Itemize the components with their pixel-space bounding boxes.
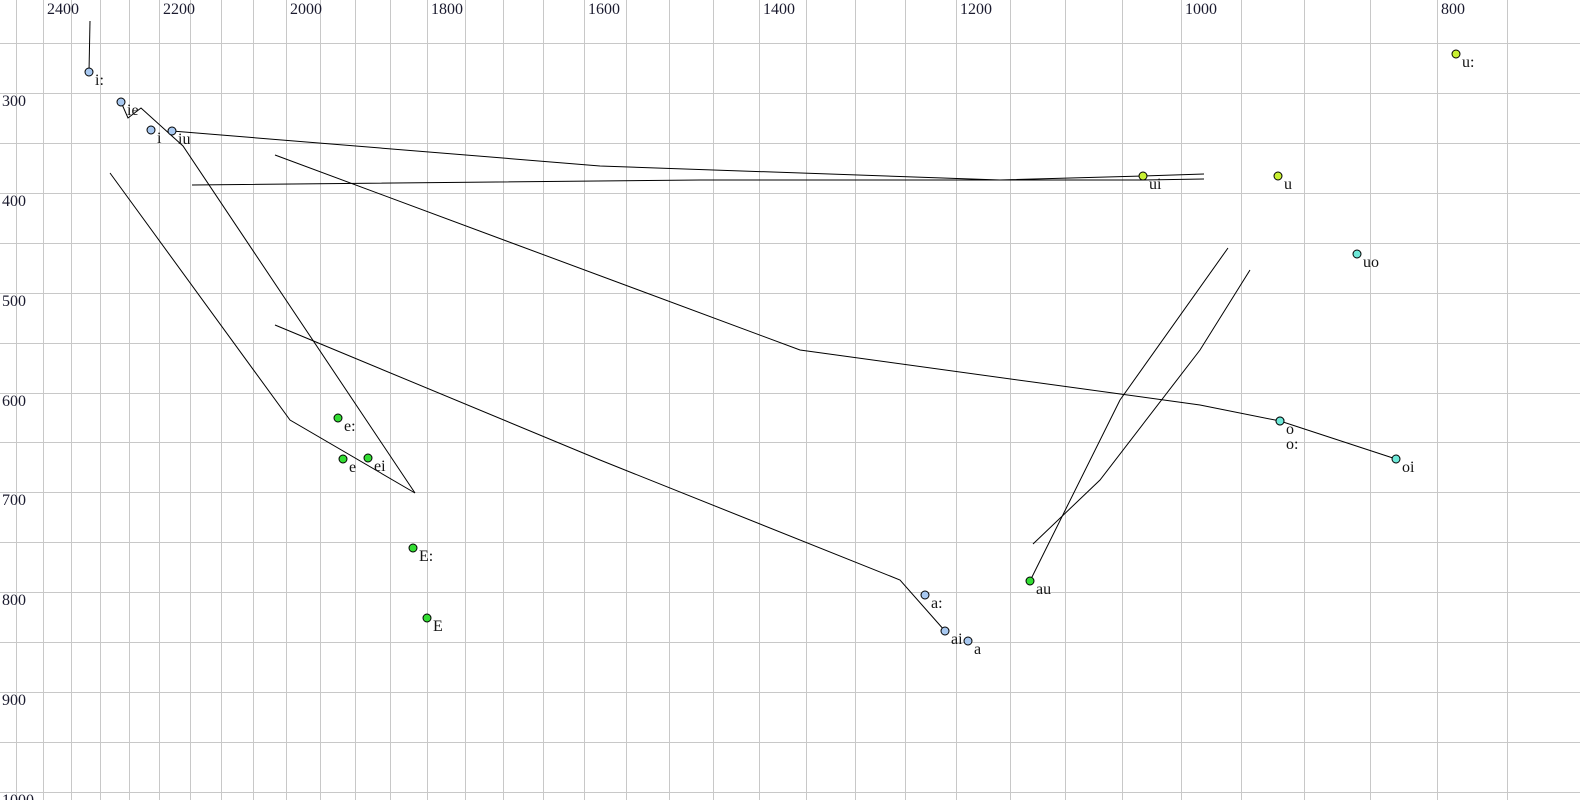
vowel-label: iu (178, 131, 191, 148)
vowel-label: i (157, 130, 162, 147)
y-axis-tick-label: 1000 (2, 792, 34, 800)
vowel-point-front-unrounded[interactable] (963, 636, 973, 646)
vowel-label: ie (127, 102, 139, 119)
grid-line-horizontal (0, 692, 1580, 693)
vowel-label: o: (1286, 436, 1299, 453)
vowel-point-back-diphthong[interactable] (1275, 416, 1285, 426)
grid-line-vertical (1507, 0, 1508, 800)
vowel-label: E (433, 618, 443, 635)
vowel-label: a: (931, 595, 943, 612)
x-axis-tick-label: 1000 (1185, 1, 1217, 18)
x-axis-tick-label: 1600 (588, 1, 620, 18)
y-axis-tick-label: 900 (2, 692, 26, 709)
vowel-point-back-diphthong[interactable] (1352, 249, 1362, 259)
vowel-point-mid-front[interactable] (408, 543, 418, 553)
vowel-point-mid-front[interactable] (363, 453, 373, 463)
vowel-label: a (974, 641, 982, 658)
x-axis-tick-label: 2200 (163, 1, 195, 18)
vowel-point-front-unrounded[interactable] (84, 67, 94, 77)
x-axis-tick-label: 2000 (290, 1, 322, 18)
grid-line-horizontal (0, 742, 1580, 743)
vowel-label: au (1036, 581, 1052, 598)
grid-line-horizontal (0, 642, 1580, 643)
y-axis-tick-label: 400 (2, 193, 26, 210)
y-axis-tick-label: 600 (2, 393, 26, 410)
vowel-label: uo (1363, 254, 1379, 271)
vowel-label: ui (1149, 176, 1162, 193)
vowel-point-back-rounded[interactable] (1451, 49, 1461, 59)
grid-line-vertical (1437, 0, 1438, 800)
vowel-point-mid-front[interactable] (422, 613, 432, 623)
y-axis-tick-label: 300 (2, 93, 26, 110)
vowel-label: e: (344, 418, 356, 435)
vowel-label: e (349, 459, 357, 476)
x-axis-tick-label: 2400 (47, 1, 79, 18)
vowel-label: o (1286, 421, 1294, 438)
grid-line-vertical (43, 0, 44, 800)
grid-line-vertical (100, 0, 101, 800)
vowel-point-back-rounded[interactable] (1138, 171, 1148, 181)
grid-line-horizontal (0, 43, 1580, 44)
vowel-point-front-unrounded[interactable] (116, 97, 126, 107)
grid-line-vertical (71, 0, 72, 800)
vowel-label: u (1284, 176, 1292, 193)
vowel-point-back-diphthong[interactable] (1391, 454, 1401, 464)
vowel-point-mid-front[interactable] (333, 413, 343, 423)
vowel-point-mid-front[interactable] (1025, 576, 1035, 586)
vowel-label: u: (1462, 54, 1475, 71)
y-axis-tick-label: 800 (2, 592, 26, 609)
x-axis-tick-label: 1400 (763, 1, 795, 18)
grid-line-horizontal (0, 93, 1580, 94)
vowel-label: E: (419, 548, 434, 565)
vowel-label: ai (951, 631, 963, 648)
vowel-point-front-unrounded[interactable] (167, 126, 177, 136)
vowel-label: ei (374, 458, 386, 475)
vowel-point-mid-front[interactable] (338, 454, 348, 464)
y-axis-tick-label: 500 (2, 293, 26, 310)
grid-line-horizontal (0, 792, 1580, 793)
vowel-point-front-unrounded[interactable] (940, 626, 950, 636)
x-axis-tick-label: 1200 (960, 1, 992, 18)
y-axis-tick-label: 700 (2, 492, 26, 509)
vowel-point-front-unrounded[interactable] (920, 590, 930, 600)
vowel-label: i: (95, 72, 104, 89)
x-axis-tick-label: 1800 (431, 1, 463, 18)
vowel-point-front-unrounded[interactable] (146, 125, 156, 135)
vowel-label: oi (1402, 459, 1415, 476)
grid-line-vertical (16, 0, 17, 800)
x-axis-tick-label: 800 (1441, 1, 1465, 18)
vowel-point-back-rounded[interactable] (1273, 171, 1283, 181)
